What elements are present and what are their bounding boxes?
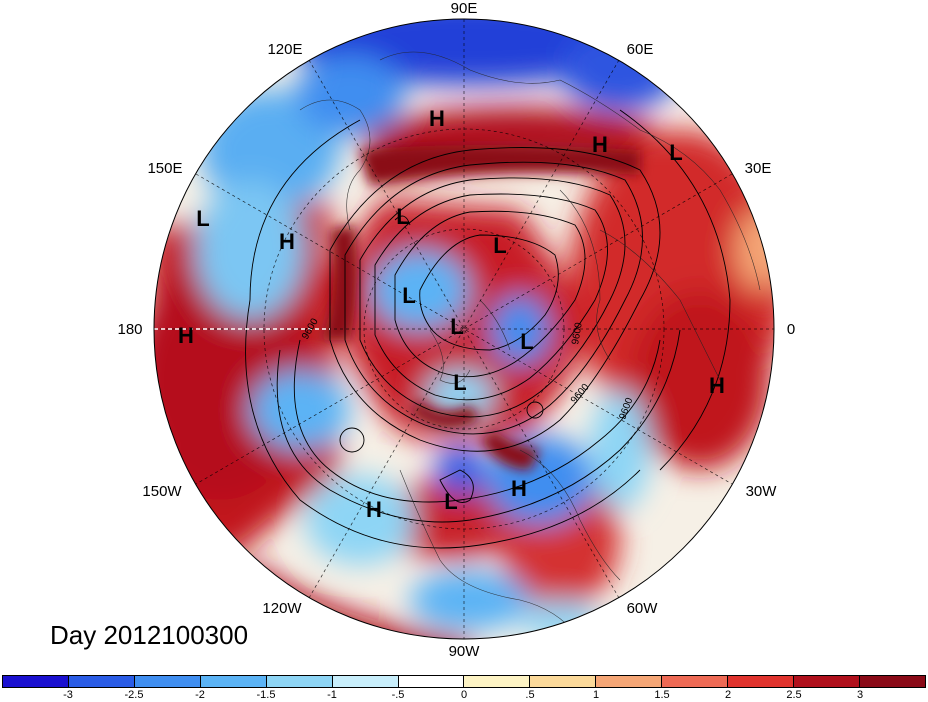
colorbar-tick-label: -3 bbox=[63, 689, 73, 701]
anomaly-field bbox=[154, 19, 774, 639]
high-pressure-label: H bbox=[592, 132, 608, 157]
colorbar-tick-labels: -3 -2.5 -2 -1.5 -1 -.5 0 .5 1 1.5 2 2.5 3 bbox=[2, 689, 926, 702]
high-pressure-label: H bbox=[178, 323, 194, 348]
colorbar-segment bbox=[794, 676, 860, 687]
low-pressure-label: L bbox=[669, 140, 682, 165]
colorbar-tick-label: -1.5 bbox=[256, 689, 276, 701]
contour-label: 9600 bbox=[570, 321, 585, 345]
lon-label-30e: 30E bbox=[745, 160, 772, 177]
lon-label-60w: 60W bbox=[627, 600, 659, 617]
colorbar-segment bbox=[398, 676, 465, 687]
low-pressure-label: L bbox=[520, 329, 533, 354]
lon-label-120w: 120W bbox=[262, 600, 302, 617]
colorbar bbox=[2, 675, 926, 688]
colorbar-tick-label: 0 bbox=[460, 689, 468, 701]
low-pressure-label: L bbox=[402, 283, 415, 308]
high-pressure-label: H bbox=[279, 229, 295, 254]
colorbar-tick-label: 2 bbox=[724, 689, 732, 701]
lon-label-150e: 150E bbox=[147, 160, 182, 177]
lon-label-0: 0 bbox=[787, 321, 795, 338]
colorbar-segment bbox=[200, 676, 267, 687]
colorbar-segment bbox=[68, 676, 135, 687]
low-pressure-label: L bbox=[493, 233, 506, 258]
colorbar-segment bbox=[332, 676, 399, 687]
day-label: Day 2012100300 bbox=[50, 620, 249, 650]
colorbar-tick-label: .5 bbox=[525, 689, 535, 701]
coastlines bbox=[299, 51, 761, 639]
colorbar-tick-label: -2 bbox=[195, 689, 205, 701]
high-pressure-label: H bbox=[366, 497, 382, 522]
low-pressure-label: L bbox=[396, 204, 409, 229]
colorbar-tick-label: -1 bbox=[327, 689, 337, 701]
colorbar-segment bbox=[266, 676, 333, 687]
colorbar-tick-label: -.5 bbox=[391, 689, 405, 701]
colorbar-tick-label: 1 bbox=[592, 689, 600, 701]
lon-label-60e: 60E bbox=[627, 41, 654, 58]
lon-label-90w: 90W bbox=[449, 643, 481, 660]
colorbar-tick-label: 2.5 bbox=[786, 689, 802, 701]
lon-label-180: 180 bbox=[117, 321, 142, 338]
colorbar-segment bbox=[3, 676, 69, 687]
colorbar-tick-label: 3 bbox=[856, 689, 864, 701]
colorbar-segment bbox=[728, 676, 795, 687]
low-pressure-label: L bbox=[453, 370, 466, 395]
colorbar-tick-label: -2.5 bbox=[124, 689, 144, 701]
colorbar-segment bbox=[596, 676, 663, 687]
high-pressure-label: H bbox=[511, 476, 527, 501]
lon-label-120e: 120E bbox=[267, 41, 302, 58]
lon-label-90e: 90E bbox=[451, 0, 478, 17]
graticule bbox=[154, 19, 774, 639]
low-pressure-label: L bbox=[196, 206, 209, 231]
colorbar-segment bbox=[662, 676, 729, 687]
colorbar-segment bbox=[530, 676, 597, 687]
colorbar-segment bbox=[464, 676, 531, 687]
colorbar-segment bbox=[134, 676, 201, 687]
colorbar-tick-label: 1.5 bbox=[654, 689, 670, 701]
map-border bbox=[153, 18, 775, 640]
lon-label-30w: 30W bbox=[746, 483, 778, 500]
height-contours bbox=[245, 109, 731, 549]
colorbar-segment bbox=[859, 676, 925, 687]
lon-label-150w: 150W bbox=[142, 483, 182, 500]
high-pressure-label: H bbox=[429, 106, 445, 131]
high-pressure-label: H bbox=[709, 373, 725, 398]
low-pressure-label: L bbox=[444, 489, 457, 514]
low-pressure-label: L bbox=[450, 314, 463, 339]
